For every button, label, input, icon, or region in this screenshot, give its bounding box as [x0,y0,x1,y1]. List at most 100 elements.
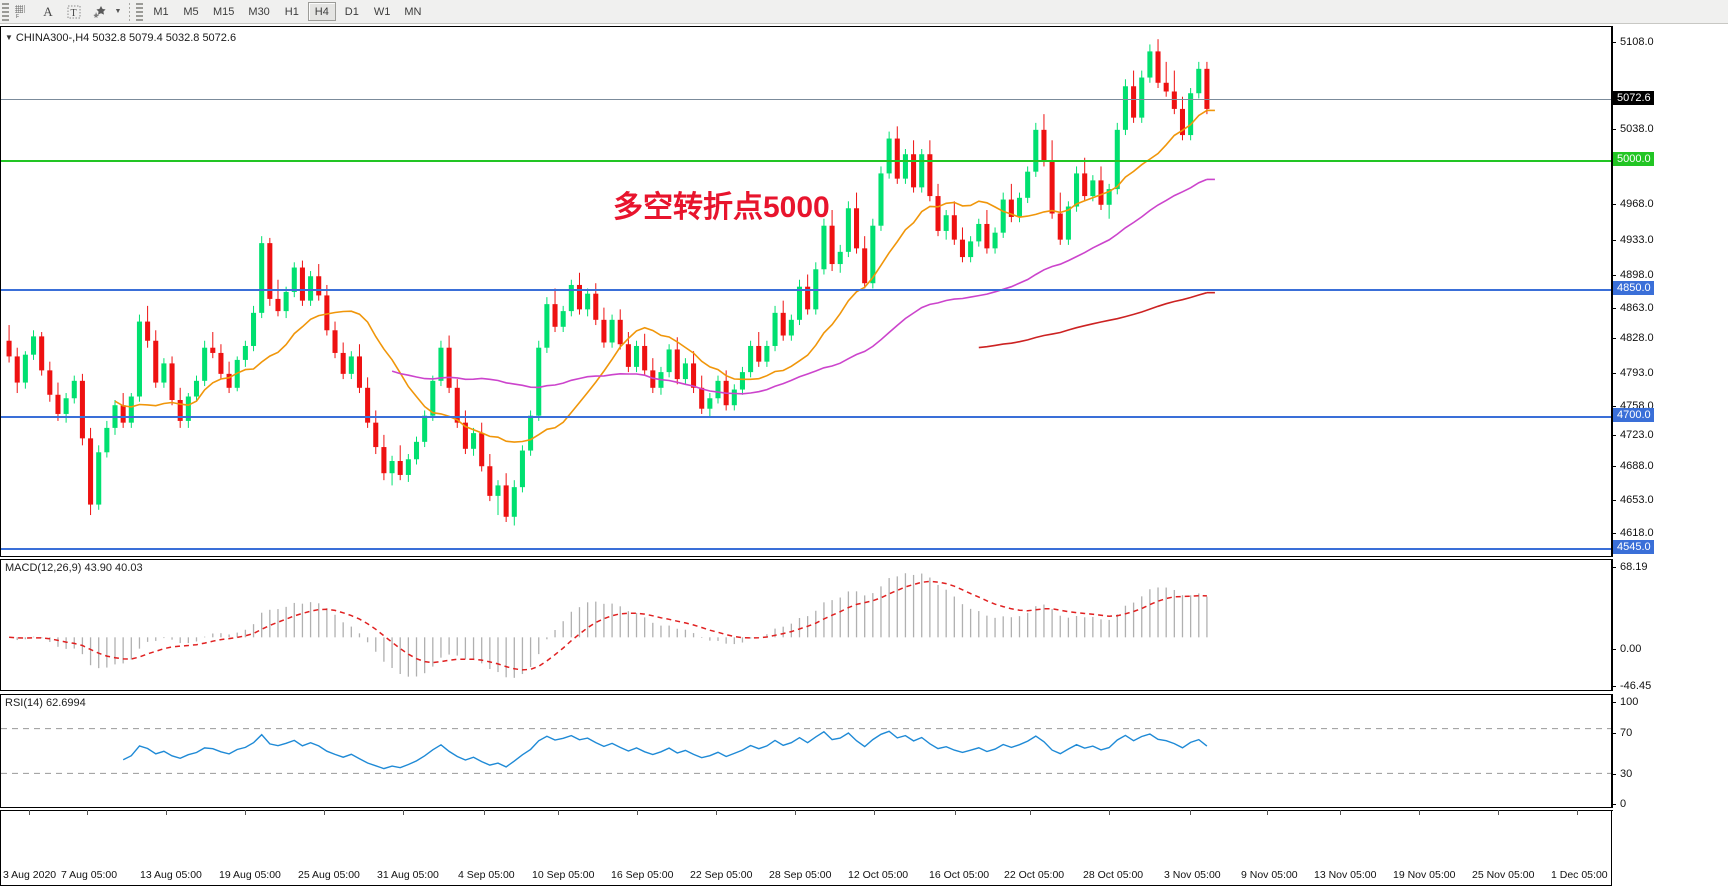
price-tick-mark [1612,308,1616,309]
level-4700-line[interactable] [1,416,1611,418]
candle-body [316,276,322,296]
timeframe-button-h4[interactable]: H4 [307,2,336,21]
rsi-pane[interactable]: RSI(14) 62.6994 [0,694,1612,808]
price-level-tag[interactable]: 4545.0 [1613,540,1654,554]
date-tick-label: 3 Nov 05:00 [1164,869,1221,881]
symbol-collapse-caret-icon[interactable]: ▼ [5,33,13,42]
candle-body [837,251,843,265]
candle-body [6,340,12,357]
candle-body [1074,173,1080,207]
date-tick-label: 9 Nov 05:00 [1241,869,1298,881]
price-tick-mark [1612,435,1616,436]
candle-body [88,438,94,505]
price-level-tag[interactable]: 5072.6 [1613,91,1654,105]
timeframe-button-m5[interactable]: M5 [183,5,199,18]
candle-body [487,466,493,496]
price-level-tag[interactable]: 4850.0 [1613,281,1654,295]
price-tick-mark [1612,204,1616,205]
level-4545-line[interactable] [1,548,1611,550]
moving-average-line [391,178,1208,395]
price-level-tag[interactable]: 4700.0 [1613,408,1654,422]
price-scale[interactable]: 5108.0 5038.0 4968.0 4933.0 4898.0 4863.0 4828… [1612,26,1728,638]
candle-body [1016,197,1023,217]
candle-body [47,370,53,395]
svg-text:T: T [71,8,77,19]
macd-plot-svg [9,573,1208,678]
date-tick-mark [874,810,875,815]
candle-body [1049,161,1055,214]
candle-body [462,422,468,449]
candle-body [927,154,933,197]
candle-body [1057,213,1063,240]
price-level-tag[interactable]: 5000.0 [1613,152,1654,166]
toolbar-grip[interactable] [2,2,9,21]
objects-icon[interactable] [87,1,113,23]
date-tick-label: 10 Sep 05:00 [532,869,595,881]
crosshair-icon[interactable]: F [9,1,35,23]
candle-body [1000,199,1006,233]
candle-body [218,352,224,374]
timeframe-button-m1[interactable]: M1 [153,5,169,18]
candle-body [267,243,273,299]
candle-body [340,352,346,374]
timeframe-bar: M1 M5 M15 M30 H1 H4 D1 W1 MN [147,2,427,21]
price-tick-label: 4723.0 [1620,429,1654,441]
top-toolbar: F A T ▼ M1 M5 M15 M30 H1 H4 D1 W1 MN [0,0,1728,24]
label-tool-icon[interactable]: T [61,1,87,23]
candle-body [1098,180,1104,205]
timeframe-button-m15[interactable]: M15 [213,5,235,18]
price-tick-label: 4688.0 [1620,460,1654,472]
level-5000-line[interactable] [1,160,1611,162]
price-pane[interactable]: ▼ CHINA300-,H4 5032.8 5079.4 5032.8 5072.… [0,26,1612,557]
price-tick-label: 4863.0 [1620,302,1654,314]
candle-body [79,380,85,439]
date-tick-label: 19 Nov 05:00 [1393,869,1456,881]
date-tick-mark [29,810,30,815]
candle-body [585,293,591,310]
price-tick-label: 4793.0 [1620,367,1654,379]
text-tool-icon[interactable]: A [43,3,53,19]
timeframe-button-h1[interactable]: H1 [284,5,299,18]
date-tick-mark [558,810,559,815]
candle-body [1065,206,1071,240]
last-price-line[interactable] [1,99,1611,100]
timeframe-button-m30[interactable]: M30 [248,5,270,18]
rsi-tick-label: 30 [1620,768,1633,780]
candle-body [22,354,28,383]
timeframe-button-d1[interactable]: D1 [344,5,359,18]
price-axis-line [1612,26,1613,557]
candle-body [699,387,705,409]
timeframe-button-mn[interactable]: MN [404,5,422,18]
date-tick-label: 25 Nov 05:00 [1472,869,1535,881]
candle-body [935,196,941,231]
date-tick-label: 13 Nov 05:00 [1314,869,1377,881]
candle-body [528,415,534,451]
timeframe-button-w1[interactable]: W1 [373,5,391,18]
level-4850-line[interactable] [1,289,1611,291]
timeframe-grip[interactable] [136,2,143,21]
macd-tick-mark [1612,686,1616,687]
macd-title-label: MACD(12,26,9) 43.90 40.03 [5,562,143,574]
candle-body [821,225,827,270]
date-axis[interactable]: 3 Aug 2020 7 Aug 05:00 13 Aug 05:00 19 Aug … [0,810,1613,886]
symbol-ohlc-text: CHINA300-,H4 5032.8 5079.4 5032.8 5072.6 [15,32,237,44]
date-tick-mark [403,810,404,815]
candle-body [715,380,721,399]
macd-scale[interactable]: 68.19 0.00 -46.45 [1612,559,1728,692]
candle-body [96,452,102,505]
candle-body [153,340,159,383]
candle-body [63,398,69,414]
candle-body [552,304,558,327]
candle-body [560,311,566,327]
rsi-title-label: RSI(14) 62.6994 [5,697,86,709]
candle-body [511,487,517,517]
candle-body [1163,82,1169,92]
objects-dropdown-caret-icon[interactable]: ▼ [114,8,122,15]
macd-pane[interactable]: MACD(12,26,9) 43.90 40.03 [0,559,1612,691]
rsi-scale[interactable]: 100 70 30 0 [1612,694,1728,810]
candle-body [870,225,876,284]
candle-body [650,370,656,388]
rsi-tick-label: 70 [1620,727,1633,739]
candle-body [251,312,257,346]
date-tick-label: 3 Aug 2020 [3,869,57,881]
